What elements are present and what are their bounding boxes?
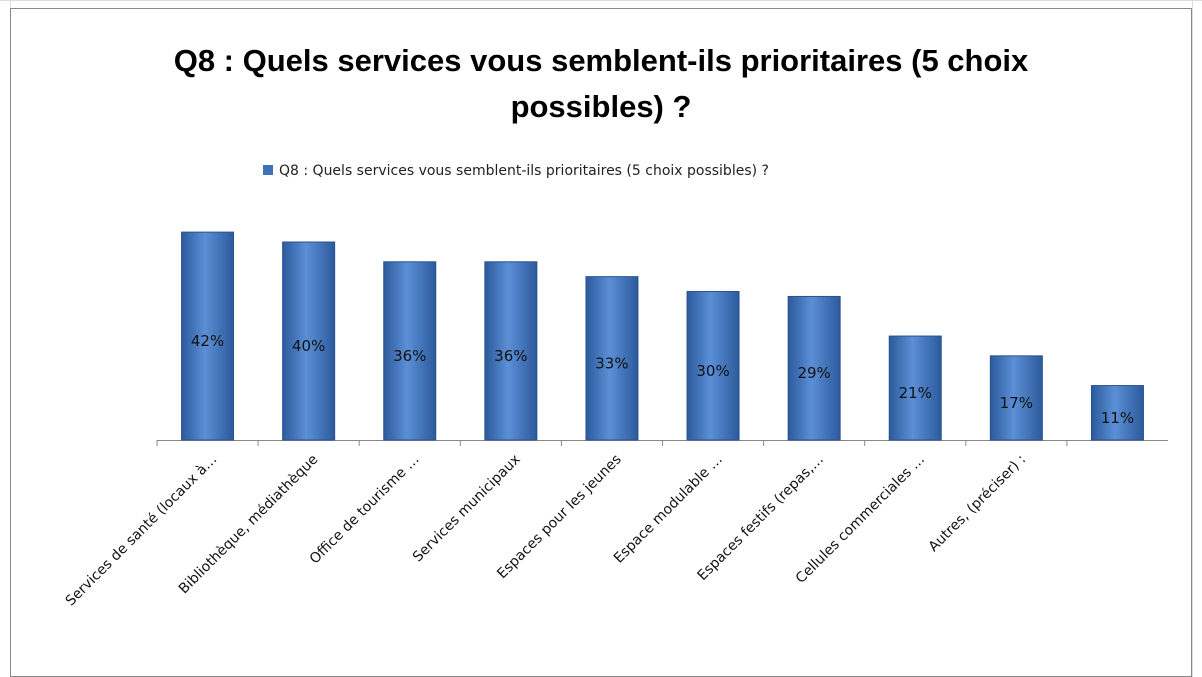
bar	[888, 335, 942, 441]
data-label: 17%	[1000, 394, 1033, 412]
data-label: 33%	[595, 354, 628, 372]
data-label: 30%	[696, 362, 729, 380]
legend-swatch	[263, 165, 273, 175]
chart-title: Q8 : Quels services vous semblent-ils pr…	[173, 43, 1029, 124]
data-label: 42%	[191, 332, 224, 350]
bar	[686, 291, 740, 441]
data-label: 36%	[393, 347, 426, 365]
bar	[787, 295, 841, 441]
bar	[989, 355, 1043, 441]
data-label: 36%	[494, 347, 527, 365]
data-label: 40%	[292, 337, 325, 355]
bar	[282, 241, 336, 441]
bar	[484, 261, 538, 441]
bar	[585, 276, 639, 441]
bar	[383, 261, 437, 441]
legend-label: Q8 : Quels services vous semblent-ils pr…	[279, 163, 769, 179]
bar	[181, 231, 235, 441]
data-label: 11%	[1101, 409, 1134, 427]
bar	[1090, 385, 1144, 441]
data-label: 21%	[899, 384, 932, 402]
data-label: 29%	[797, 364, 830, 382]
